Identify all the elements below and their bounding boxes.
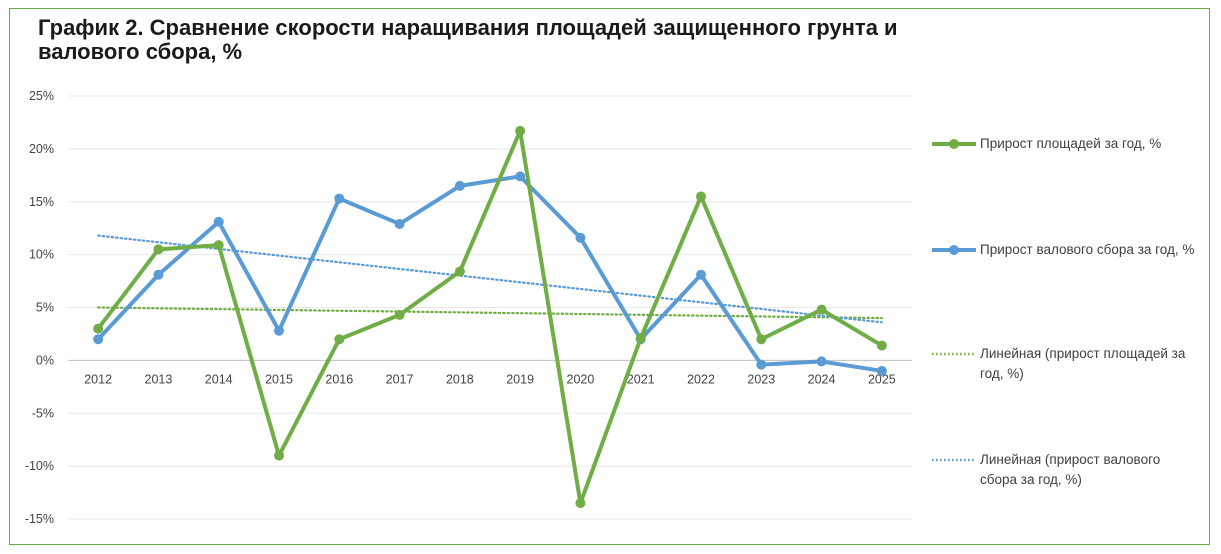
x-tick-label: 2017 bbox=[386, 372, 414, 386]
x-tick-label: 2014 bbox=[205, 372, 233, 386]
x-tick-label: 2021 bbox=[627, 372, 655, 386]
data-point-area-growth bbox=[635, 333, 646, 344]
legend-label-harvest-trend: Линейная (прирост валового сбора за год,… bbox=[980, 452, 1161, 487]
data-point-area-growth bbox=[575, 498, 586, 509]
data-point-area-growth bbox=[153, 244, 164, 255]
legend-swatch-harvest-growth bbox=[932, 245, 976, 255]
x-tick-label: 2024 bbox=[808, 372, 836, 386]
y-tick-label: 25% bbox=[29, 89, 54, 103]
data-point-area-growth bbox=[334, 334, 345, 345]
data-point-harvest-growth bbox=[93, 334, 104, 345]
data-point-harvest-growth bbox=[756, 359, 767, 370]
series-lines bbox=[93, 125, 887, 509]
data-point-harvest-growth bbox=[153, 269, 164, 280]
data-point-area-growth bbox=[696, 191, 706, 202]
y-axis-ticks: 25% 20% 15% 10% 5% 0% -5% -10% -15% bbox=[25, 89, 54, 526]
data-point-area-growth bbox=[876, 340, 887, 351]
data-point-harvest-growth bbox=[454, 180, 465, 191]
x-tick-label: 2019 bbox=[506, 372, 534, 386]
data-point-area-growth bbox=[394, 309, 405, 320]
data-point-harvest-growth bbox=[515, 171, 526, 182]
data-point-harvest-growth bbox=[394, 218, 405, 229]
legend-swatch-harvest-trend bbox=[932, 458, 976, 462]
legend-label-harvest-growth: Прирост валового сбора за год, % bbox=[980, 242, 1195, 257]
y-tick-label: 15% bbox=[29, 195, 54, 209]
chart-frame bbox=[9, 8, 1210, 545]
x-tick-label: 2025 bbox=[868, 372, 896, 386]
data-point-area-growth bbox=[274, 450, 284, 461]
data-point-area-growth bbox=[93, 323, 104, 334]
data-point-harvest-growth bbox=[575, 232, 586, 243]
data-point-harvest-growth bbox=[334, 193, 345, 204]
data-point-harvest-growth bbox=[274, 325, 284, 336]
data-point-area-growth bbox=[454, 266, 465, 277]
legend-swatch-area-growth bbox=[932, 139, 976, 149]
y-tick-label: 0% bbox=[36, 353, 54, 367]
trendline-harvest-growth bbox=[97, 234, 883, 324]
x-tick-label: 2018 bbox=[446, 372, 474, 386]
x-tick-label: 2023 bbox=[747, 372, 775, 386]
x-tick-label: 2015 bbox=[265, 372, 293, 386]
gridlines bbox=[68, 95, 912, 520]
data-point-harvest-growth bbox=[876, 365, 887, 376]
series-line-area-growth bbox=[96, 128, 884, 506]
y-tick-label: -5% bbox=[32, 406, 54, 420]
x-tick-label: 2022 bbox=[687, 372, 715, 386]
y-tick-label: 10% bbox=[29, 248, 54, 262]
legend-swatch-area-trend bbox=[932, 352, 976, 356]
chart-title: График 2. Сравнение скорости наращивания… bbox=[38, 15, 898, 64]
x-tick-label: 2016 bbox=[325, 372, 353, 386]
data-point-area-growth bbox=[756, 334, 767, 345]
x-tick-label: 2020 bbox=[567, 372, 595, 386]
data-point-area-growth bbox=[213, 240, 224, 251]
legend-label-area-growth: Прирост площадей за год, % bbox=[980, 136, 1162, 151]
x-tick-label: 2012 bbox=[84, 372, 112, 386]
y-tick-label: -10% bbox=[25, 459, 54, 473]
series-line-harvest-growth bbox=[96, 174, 884, 373]
x-axis-ticks: 2012 2013 2014 2015 2016 2017 2018 2019 2020 2021… bbox=[84, 372, 896, 386]
y-tick-label: 5% bbox=[36, 301, 54, 315]
x-tick-label: 2013 bbox=[145, 372, 173, 386]
y-tick-label: -15% bbox=[25, 512, 54, 526]
data-point-area-growth bbox=[816, 304, 827, 315]
y-tick-label: 20% bbox=[29, 142, 54, 156]
data-point-harvest-growth bbox=[816, 356, 827, 367]
data-point-harvest-growth bbox=[696, 269, 706, 280]
legend-label-area-trend: Линейная (прирост площадей за год, %) bbox=[980, 346, 1186, 381]
data-point-area-growth bbox=[515, 125, 526, 136]
data-point-harvest-growth bbox=[213, 216, 224, 227]
